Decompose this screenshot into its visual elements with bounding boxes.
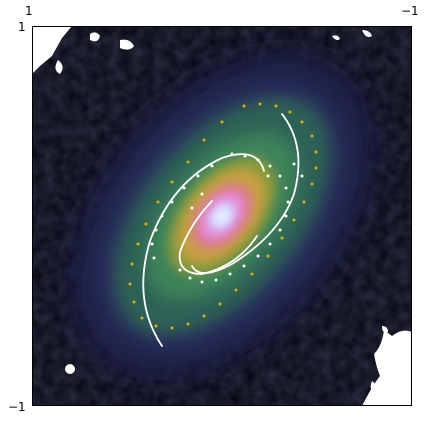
beam-marker	[65, 364, 75, 374]
gold-dots	[128, 102, 318, 330]
galaxy-image	[32, 26, 412, 406]
spiral-arm-tracks	[142, 113, 300, 347]
left-axis-tick-bottom: −1	[8, 400, 26, 414]
corner-artifacts	[32, 26, 412, 406]
plot-frame	[32, 26, 412, 406]
left-axis-tick-top: 1	[18, 20, 26, 34]
galaxy-disk	[69, 51, 375, 381]
top-axis-tick-right: −1	[401, 4, 419, 18]
white-dots	[150, 152, 304, 284]
top-axis-tick-left: 1	[25, 4, 33, 18]
